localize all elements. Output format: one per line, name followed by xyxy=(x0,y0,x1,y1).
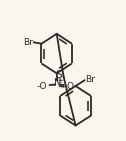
Text: S: S xyxy=(55,70,62,80)
Text: +: + xyxy=(57,78,63,84)
Text: O: O xyxy=(66,82,73,91)
Text: Br: Br xyxy=(23,38,33,47)
Text: N: N xyxy=(54,78,61,88)
Text: -O: -O xyxy=(37,82,47,91)
Text: Br: Br xyxy=(85,75,95,84)
